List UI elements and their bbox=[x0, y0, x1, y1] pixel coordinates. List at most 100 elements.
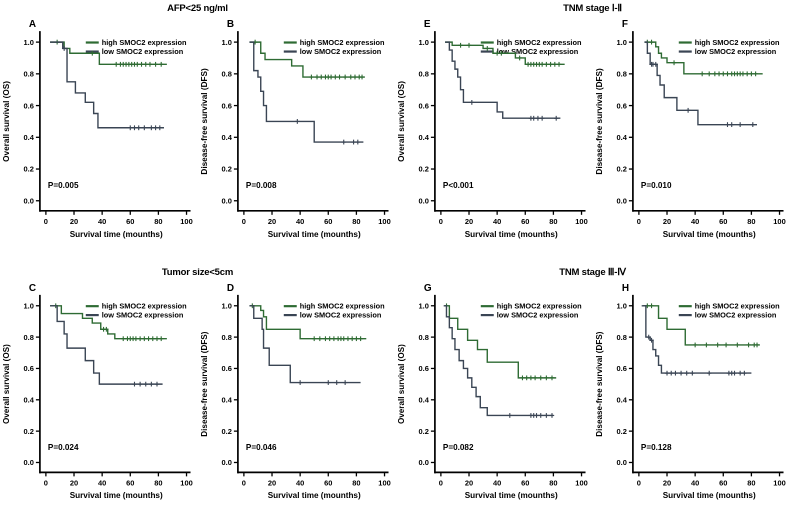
x-tick-label: 100 bbox=[180, 478, 192, 487]
panel-letter: D bbox=[226, 283, 233, 294]
y-tick-label: 0.4 bbox=[221, 133, 232, 142]
legend-label-low: low SMOC2 expression bbox=[102, 311, 184, 320]
y-tick-label: 1.0 bbox=[616, 38, 626, 47]
x-tick-label: 40 bbox=[295, 478, 303, 487]
y-tick-label: 1.0 bbox=[221, 301, 231, 310]
legend-label-low: low SMOC2 expression bbox=[497, 311, 579, 320]
p-value-label: P=0.046 bbox=[245, 443, 276, 452]
x-tick-label: 20 bbox=[465, 217, 473, 226]
panel-letter: H bbox=[621, 283, 628, 294]
legend-label-low: low SMOC2 expression bbox=[694, 311, 776, 320]
km-plot-C: C 0.0 0.2 0.4 0.6 0.8 1.0 0 20 40 60 80 100 Survival … bbox=[2, 283, 193, 500]
x-tick-label: 100 bbox=[378, 478, 390, 487]
y-axis-label: Overall survival (OS) bbox=[2, 81, 11, 162]
series-low-line bbox=[248, 305, 361, 384]
km-plot-G: G 0.0 0.2 0.4 0.6 0.8 1.0 0 20 40 60 80 100 Survival … bbox=[397, 283, 588, 500]
y-tick-label: 0.2 bbox=[221, 427, 231, 436]
p-value-label: P=0.024 bbox=[48, 443, 79, 452]
x-tick-label: 100 bbox=[378, 217, 390, 226]
x-tick-label: 0 bbox=[241, 217, 245, 226]
y-axis-label: Disease-free survival (DFS) bbox=[199, 331, 208, 436]
y-tick-label: 0.0 bbox=[419, 458, 429, 467]
y-tick-label: 1.0 bbox=[24, 301, 34, 310]
x-tick-label: 60 bbox=[521, 478, 529, 487]
y-tick-label: 0.0 bbox=[616, 196, 626, 205]
series-low-censor-marks bbox=[294, 119, 360, 145]
x-tick-label: 20 bbox=[662, 478, 670, 487]
y-axis-label: Overall survival (OS) bbox=[2, 344, 11, 424]
y-tick-label: 0.8 bbox=[24, 70, 34, 79]
y-tick-label: 0.2 bbox=[616, 427, 626, 436]
x-tick-label: 60 bbox=[719, 478, 727, 487]
y-tick-label: 1.0 bbox=[419, 301, 429, 310]
y-axis-label: Overall survival (OS) bbox=[397, 81, 406, 162]
y-tick-label: 0.4 bbox=[419, 395, 430, 404]
panels-row-top: A 0.0 0.2 0.4 0.6 0.8 1.0 0 20 40 60 80 100 Survival … bbox=[0, 14, 790, 260]
x-tick-label: 0 bbox=[44, 478, 48, 487]
y-tick-label: 0.4 bbox=[24, 133, 35, 142]
series-high-censor-marks bbox=[252, 39, 364, 80]
x-axis-label: Survival time (mounths) bbox=[267, 230, 360, 239]
x-tick-label: 20 bbox=[465, 478, 473, 487]
y-tick-label: 0.4 bbox=[24, 395, 35, 404]
series-high-line bbox=[445, 41, 565, 66]
group-title-tnm-3-4: TNM stage Ⅲ-Ⅳ bbox=[559, 267, 626, 278]
panel-G: G 0.0 0.2 0.4 0.6 0.8 1.0 0 20 40 60 80 100 Survival … bbox=[395, 278, 593, 521]
legend-label-high: high SMOC2 expression bbox=[694, 302, 779, 311]
group-title-tumor-size: Tumor size<5cm bbox=[161, 267, 234, 278]
series-high-line bbox=[642, 305, 760, 346]
y-tick-label: 0.2 bbox=[616, 165, 626, 174]
x-axis-label: Survival time (mounths) bbox=[662, 230, 755, 239]
legend-label-low: low SMOC2 expression bbox=[694, 47, 776, 56]
x-tick-label: 60 bbox=[126, 217, 134, 226]
y-tick-label: 0.8 bbox=[419, 70, 429, 79]
x-tick-label: 0 bbox=[439, 217, 443, 226]
y-tick-label: 0.8 bbox=[419, 333, 429, 342]
x-tick-label: 0 bbox=[439, 478, 443, 487]
x-tick-label: 80 bbox=[549, 478, 557, 487]
series-high-line bbox=[50, 41, 167, 66]
x-axis-label: Survival time (mounths) bbox=[70, 230, 163, 239]
km-plot-D: D 0.0 0.2 0.4 0.6 0.8 1.0 0 20 40 60 80 100 Survival … bbox=[199, 283, 390, 500]
x-tick-label: 40 bbox=[98, 217, 106, 226]
x-tick-label: 60 bbox=[324, 478, 332, 487]
x-tick-label: 60 bbox=[719, 217, 727, 226]
x-axis-label: Survival time (mounths) bbox=[465, 491, 558, 500]
y-tick-label: 0.8 bbox=[221, 70, 231, 79]
y-tick-label: 0.0 bbox=[221, 196, 231, 205]
p-value-label: P=0.005 bbox=[48, 181, 79, 190]
y-tick-label: 1.0 bbox=[221, 38, 231, 47]
panel-H: H 0.0 0.2 0.4 0.6 0.8 1.0 0 20 40 60 80 100 Survival … bbox=[593, 278, 790, 521]
panel-D: D 0.0 0.2 0.4 0.6 0.8 1.0 0 20 40 60 80 100 Survival … bbox=[198, 278, 396, 521]
x-tick-label: 80 bbox=[747, 217, 755, 226]
x-tick-label: 80 bbox=[747, 478, 755, 487]
panel-B: B 0.0 0.2 0.4 0.6 0.8 1.0 0 20 40 60 80 100 Survival … bbox=[198, 14, 396, 260]
panel-letter: E bbox=[424, 19, 431, 30]
x-tick-label: 100 bbox=[180, 217, 192, 226]
panel-letter: G bbox=[424, 283, 432, 294]
y-axis-label: Overall survival (OS) bbox=[397, 344, 406, 424]
x-tick-label: 20 bbox=[267, 478, 275, 487]
x-tick-label: 0 bbox=[636, 478, 640, 487]
x-tick-label: 20 bbox=[70, 478, 78, 487]
panel-E: E 0.0 0.2 0.4 0.6 0.8 1.0 0 20 40 60 80 100 Survival … bbox=[395, 14, 593, 260]
km-plot-B: B 0.0 0.2 0.4 0.6 0.8 1.0 0 20 40 60 80 100 Survival … bbox=[200, 19, 391, 239]
series-high-censor-marks bbox=[644, 303, 759, 348]
x-tick-label: 60 bbox=[126, 478, 134, 487]
legend-label-low: low SMOC2 expression bbox=[299, 311, 381, 320]
y-tick-label: 0.6 bbox=[221, 101, 231, 110]
y-tick-label: 1.0 bbox=[616, 301, 626, 310]
x-tick-label: 40 bbox=[295, 217, 303, 226]
panels-row-bottom: C 0.0 0.2 0.4 0.6 0.8 1.0 0 20 40 60 80 100 Survival … bbox=[0, 278, 790, 521]
group-titles-bottom: Tumor size<5cm TNM stage Ⅲ-Ⅳ bbox=[0, 260, 790, 278]
y-tick-label: 0.2 bbox=[24, 427, 34, 436]
legend-label-high: high SMOC2 expression bbox=[102, 302, 187, 311]
p-value-label: P<0.001 bbox=[443, 181, 474, 190]
legend-label-high: high SMOC2 expression bbox=[497, 38, 582, 47]
series-low-censor-marks bbox=[469, 99, 559, 121]
series-low-line bbox=[443, 305, 554, 417]
legend-label-low: low SMOC2 expression bbox=[299, 47, 381, 56]
panel-letter: A bbox=[29, 19, 36, 30]
legend-label-high: high SMOC2 expression bbox=[299, 38, 384, 47]
x-tick-label: 40 bbox=[493, 478, 501, 487]
